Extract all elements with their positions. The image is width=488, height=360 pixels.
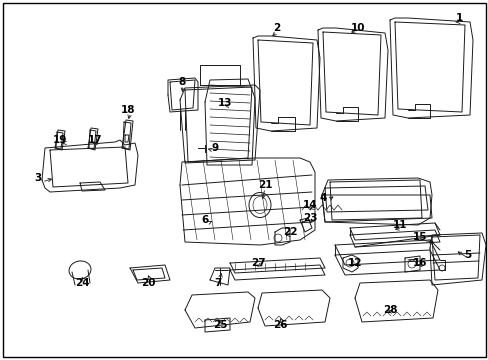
Text: 14: 14: [302, 200, 317, 210]
Text: 22: 22: [282, 227, 297, 237]
Text: 12: 12: [347, 258, 362, 268]
Text: 17: 17: [87, 135, 102, 145]
Text: 9: 9: [211, 143, 218, 153]
Text: 13: 13: [217, 98, 232, 108]
Text: 26: 26: [272, 320, 286, 330]
Text: 4: 4: [319, 193, 326, 203]
Text: 2: 2: [273, 23, 280, 33]
Text: 11: 11: [392, 220, 407, 230]
Text: 21: 21: [257, 180, 272, 190]
Text: 24: 24: [75, 278, 89, 288]
Text: 5: 5: [464, 250, 470, 260]
Text: 27: 27: [250, 258, 265, 268]
Text: 6: 6: [201, 215, 208, 225]
Text: 7: 7: [214, 278, 221, 288]
Text: 1: 1: [454, 13, 462, 23]
Text: 15: 15: [412, 232, 427, 242]
Text: 3: 3: [34, 173, 41, 183]
Text: 20: 20: [141, 278, 155, 288]
Text: 25: 25: [212, 320, 227, 330]
Text: 18: 18: [121, 105, 135, 115]
Text: 10: 10: [350, 23, 365, 33]
Text: 19: 19: [53, 135, 67, 145]
Text: 8: 8: [178, 77, 185, 87]
Text: 28: 28: [382, 305, 396, 315]
Text: 16: 16: [412, 258, 427, 268]
Text: 23: 23: [302, 213, 317, 223]
